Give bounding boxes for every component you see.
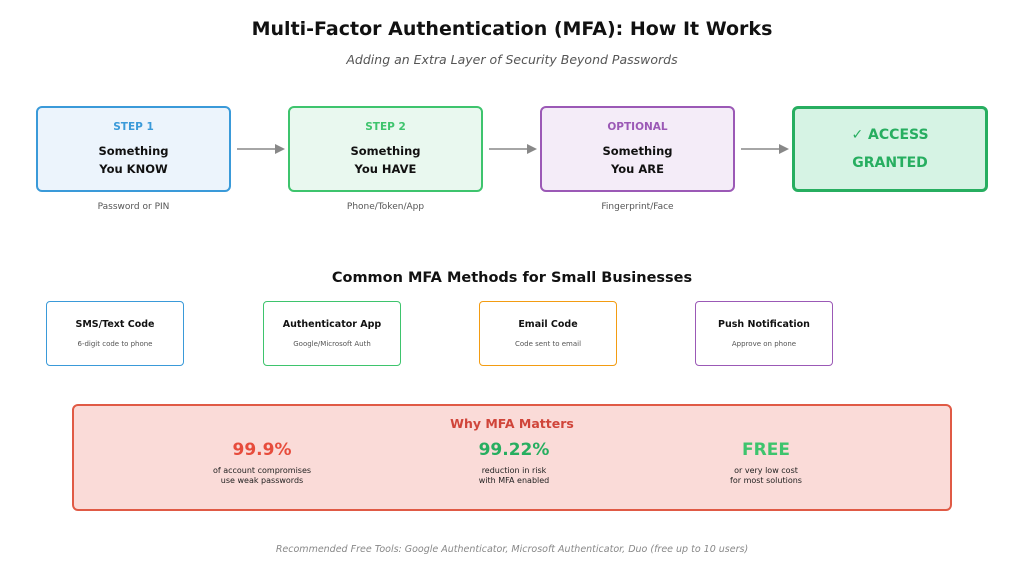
step-label: STEP 2 — [365, 120, 406, 133]
method-desc: 6-digit code to phone — [77, 340, 153, 348]
method-desc: Google/Microsoft Auth — [293, 340, 371, 348]
step-text-line1: Something — [98, 143, 169, 158]
stat-desc: reduction in risk with MFA enabled — [414, 466, 614, 486]
why-mfa-matters-panel: Why MFA Matters 99.9% of account comprom… — [72, 404, 952, 511]
method-card-email: Email Code Code sent to email — [479, 301, 617, 366]
step-text: Something You ARE — [602, 142, 672, 178]
method-card-authenticator: Authenticator App Google/Microsoft Auth — [263, 301, 401, 366]
step-text-line1: Something — [350, 143, 421, 158]
step-text: Something You HAVE — [350, 142, 420, 178]
stat-value: 99.9% — [232, 440, 292, 460]
step-know-box: STEP 1 Something You KNOW Password or PI… — [36, 106, 231, 212]
step-text-line2: You KNOW — [99, 161, 168, 176]
arrow-right-icon — [489, 144, 537, 154]
step-caption: Fingerprint/Face — [601, 202, 674, 212]
arrow-right-icon — [237, 144, 285, 154]
stat-desc-line1: reduction in risk — [481, 466, 547, 475]
step-label: OPTIONAL — [607, 120, 668, 133]
stat-risk-reduction: 99.22% reduction in risk with MFA enable… — [414, 440, 614, 486]
stat-compromises: 99.9% of account compromises use weak pa… — [162, 440, 362, 486]
step-are-box: OPTIONAL Something You ARE Fingerprint/F… — [540, 106, 735, 212]
page-title: Multi-Factor Authentication (MFA): How I… — [251, 18, 773, 40]
access-line2: GRANTED — [852, 155, 928, 171]
access-granted-box: ✓ ACCESS GRANTED — [792, 106, 988, 192]
footer-note: Recommended Free Tools: Google Authentic… — [275, 544, 749, 555]
stat-value: 99.22% — [478, 440, 550, 460]
matters-title: Why MFA Matters — [450, 416, 574, 431]
stat-desc: or very low cost for most solutions — [666, 466, 866, 486]
step-label: STEP 1 — [113, 120, 154, 133]
stat-desc: of account compromises use weak password… — [162, 466, 362, 486]
arrow-right-icon — [741, 144, 789, 154]
page-subtitle: Adding an Extra Layer of Security Beyond… — [346, 52, 678, 67]
step-text-line1: Something — [602, 143, 673, 158]
method-name: Authenticator App — [282, 319, 382, 330]
access-line1: ✓ ACCESS — [851, 127, 929, 143]
stat-value: FREE — [742, 440, 790, 460]
method-card-push: Push Notification Approve on phone — [695, 301, 833, 366]
method-name: SMS/Text Code — [75, 319, 155, 330]
method-desc: Approve on phone — [731, 340, 797, 348]
step-have-box: STEP 2 Something You HAVE Phone/Token/Ap… — [288, 106, 483, 212]
method-name: Email Code — [518, 319, 578, 330]
stat-desc-line1: or very low cost — [734, 466, 798, 475]
step-text: Something You KNOW — [98, 142, 168, 178]
step-caption: Password or PIN — [97, 202, 170, 212]
method-card-sms: SMS/Text Code 6-digit code to phone — [46, 301, 184, 366]
method-name: Push Notification — [718, 319, 810, 330]
step-text-line2: You HAVE — [354, 161, 417, 176]
stat-desc-line2: use weak passwords — [220, 476, 304, 485]
stat-cost: FREE or very low cost for most solutions — [666, 440, 866, 486]
step-caption: Phone/Token/App — [346, 202, 425, 212]
stat-desc-line1: of account compromises — [212, 466, 312, 475]
method-desc: Code sent to email — [514, 340, 582, 348]
stat-desc-line2: for most solutions — [730, 476, 802, 485]
stat-desc-line2: with MFA enabled — [478, 476, 550, 485]
step-text-line2: You ARE — [611, 161, 664, 176]
methods-title: Common MFA Methods for Small Businesses — [331, 270, 693, 286]
